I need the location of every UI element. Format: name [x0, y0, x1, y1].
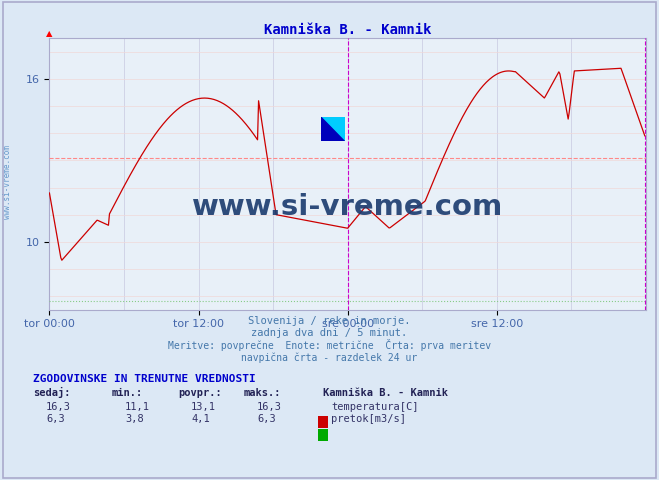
- Text: 16,3: 16,3: [257, 402, 282, 412]
- Polygon shape: [321, 117, 345, 142]
- Bar: [333, 117, 345, 129]
- Bar: [333, 129, 345, 142]
- Text: 13,1: 13,1: [191, 402, 216, 412]
- Text: ZGODOVINSKE IN TRENUTNE VREDNOSTI: ZGODOVINSKE IN TRENUTNE VREDNOSTI: [33, 373, 256, 384]
- Text: Slovenija / reke in morje.: Slovenija / reke in morje.: [248, 316, 411, 326]
- Text: povpr.:: povpr.:: [178, 388, 221, 398]
- Text: navpična črta - razdelek 24 ur: navpična črta - razdelek 24 ur: [241, 353, 418, 363]
- Text: ▲: ▲: [46, 29, 53, 38]
- Text: www.si-vreme.com: www.si-vreme.com: [192, 192, 503, 220]
- Text: Kamniška B. - Kamnik: Kamniška B. - Kamnik: [323, 388, 448, 398]
- Polygon shape: [321, 117, 345, 142]
- Bar: [321, 117, 333, 129]
- Text: min.:: min.:: [112, 388, 143, 398]
- Text: temperatura[C]: temperatura[C]: [331, 402, 419, 412]
- Title: Kamniška B. - Kamnik: Kamniška B. - Kamnik: [264, 23, 432, 37]
- Text: zadnja dva dni / 5 minut.: zadnja dva dni / 5 minut.: [251, 328, 408, 338]
- Text: Meritve: povprečne  Enote: metrične  Črta: prva meritev: Meritve: povprečne Enote: metrične Črta:…: [168, 339, 491, 351]
- Text: 6,3: 6,3: [46, 414, 65, 424]
- Text: 3,8: 3,8: [125, 414, 144, 424]
- Bar: [321, 129, 333, 142]
- Text: www.si-vreme.com: www.si-vreme.com: [3, 145, 13, 219]
- Text: 4,1: 4,1: [191, 414, 210, 424]
- Text: pretok[m3/s]: pretok[m3/s]: [331, 414, 407, 424]
- Text: sedaj:: sedaj:: [33, 387, 71, 398]
- Text: 6,3: 6,3: [257, 414, 275, 424]
- Text: 16,3: 16,3: [46, 402, 71, 412]
- Text: maks.:: maks.:: [244, 388, 281, 398]
- Text: 11,1: 11,1: [125, 402, 150, 412]
